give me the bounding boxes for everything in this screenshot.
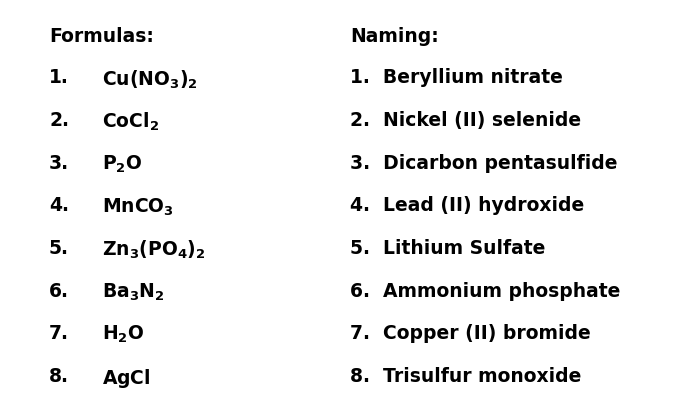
Text: 6.  Ammonium phosphate: 6. Ammonium phosphate: [350, 281, 620, 300]
Text: $\mathbf{AgCl}$: $\mathbf{AgCl}$: [102, 366, 150, 389]
Text: 1.: 1.: [49, 68, 69, 87]
Text: 5.: 5.: [49, 238, 69, 257]
Text: 8.  Trisulfur monoxide: 8. Trisulfur monoxide: [350, 366, 582, 385]
Text: 3.: 3.: [49, 153, 69, 172]
Text: 2.: 2.: [49, 111, 69, 130]
Text: $\mathbf{Cu(NO_3)_2}$: $\mathbf{Cu(NO_3)_2}$: [102, 68, 197, 90]
Text: 4.  Lead (II) hydroxide: 4. Lead (II) hydroxide: [350, 196, 584, 215]
Text: 2.  Nickel (II) selenide: 2. Nickel (II) selenide: [350, 111, 581, 130]
Text: 1.  Beryllium nitrate: 1. Beryllium nitrate: [350, 68, 563, 87]
Text: $\mathbf{Ba_3N_2}$: $\mathbf{Ba_3N_2}$: [102, 281, 164, 302]
Text: 7.  Copper (II) bromide: 7. Copper (II) bromide: [350, 323, 591, 342]
Text: $\mathbf{Zn_3(PO_4)_2}$: $\mathbf{Zn_3(PO_4)_2}$: [102, 238, 205, 261]
Text: 4.: 4.: [49, 196, 69, 215]
Text: Formulas:: Formulas:: [49, 27, 154, 46]
Text: $\mathbf{MnCO_3}$: $\mathbf{MnCO_3}$: [102, 196, 174, 217]
Text: $\mathbf{P_2O}$: $\mathbf{P_2O}$: [102, 153, 142, 174]
Text: 5.  Lithium Sulfate: 5. Lithium Sulfate: [350, 238, 545, 257]
Text: $\mathbf{CoCl_2}$: $\mathbf{CoCl_2}$: [102, 111, 158, 133]
Text: 8.: 8.: [49, 366, 69, 385]
Text: 7.: 7.: [49, 323, 69, 342]
Text: 3.  Dicarbon pentasulfide: 3. Dicarbon pentasulfide: [350, 153, 617, 172]
Text: $\mathbf{H_2O}$: $\mathbf{H_2O}$: [102, 323, 144, 344]
Text: Naming:: Naming:: [350, 27, 439, 46]
Text: 6.: 6.: [49, 281, 69, 300]
